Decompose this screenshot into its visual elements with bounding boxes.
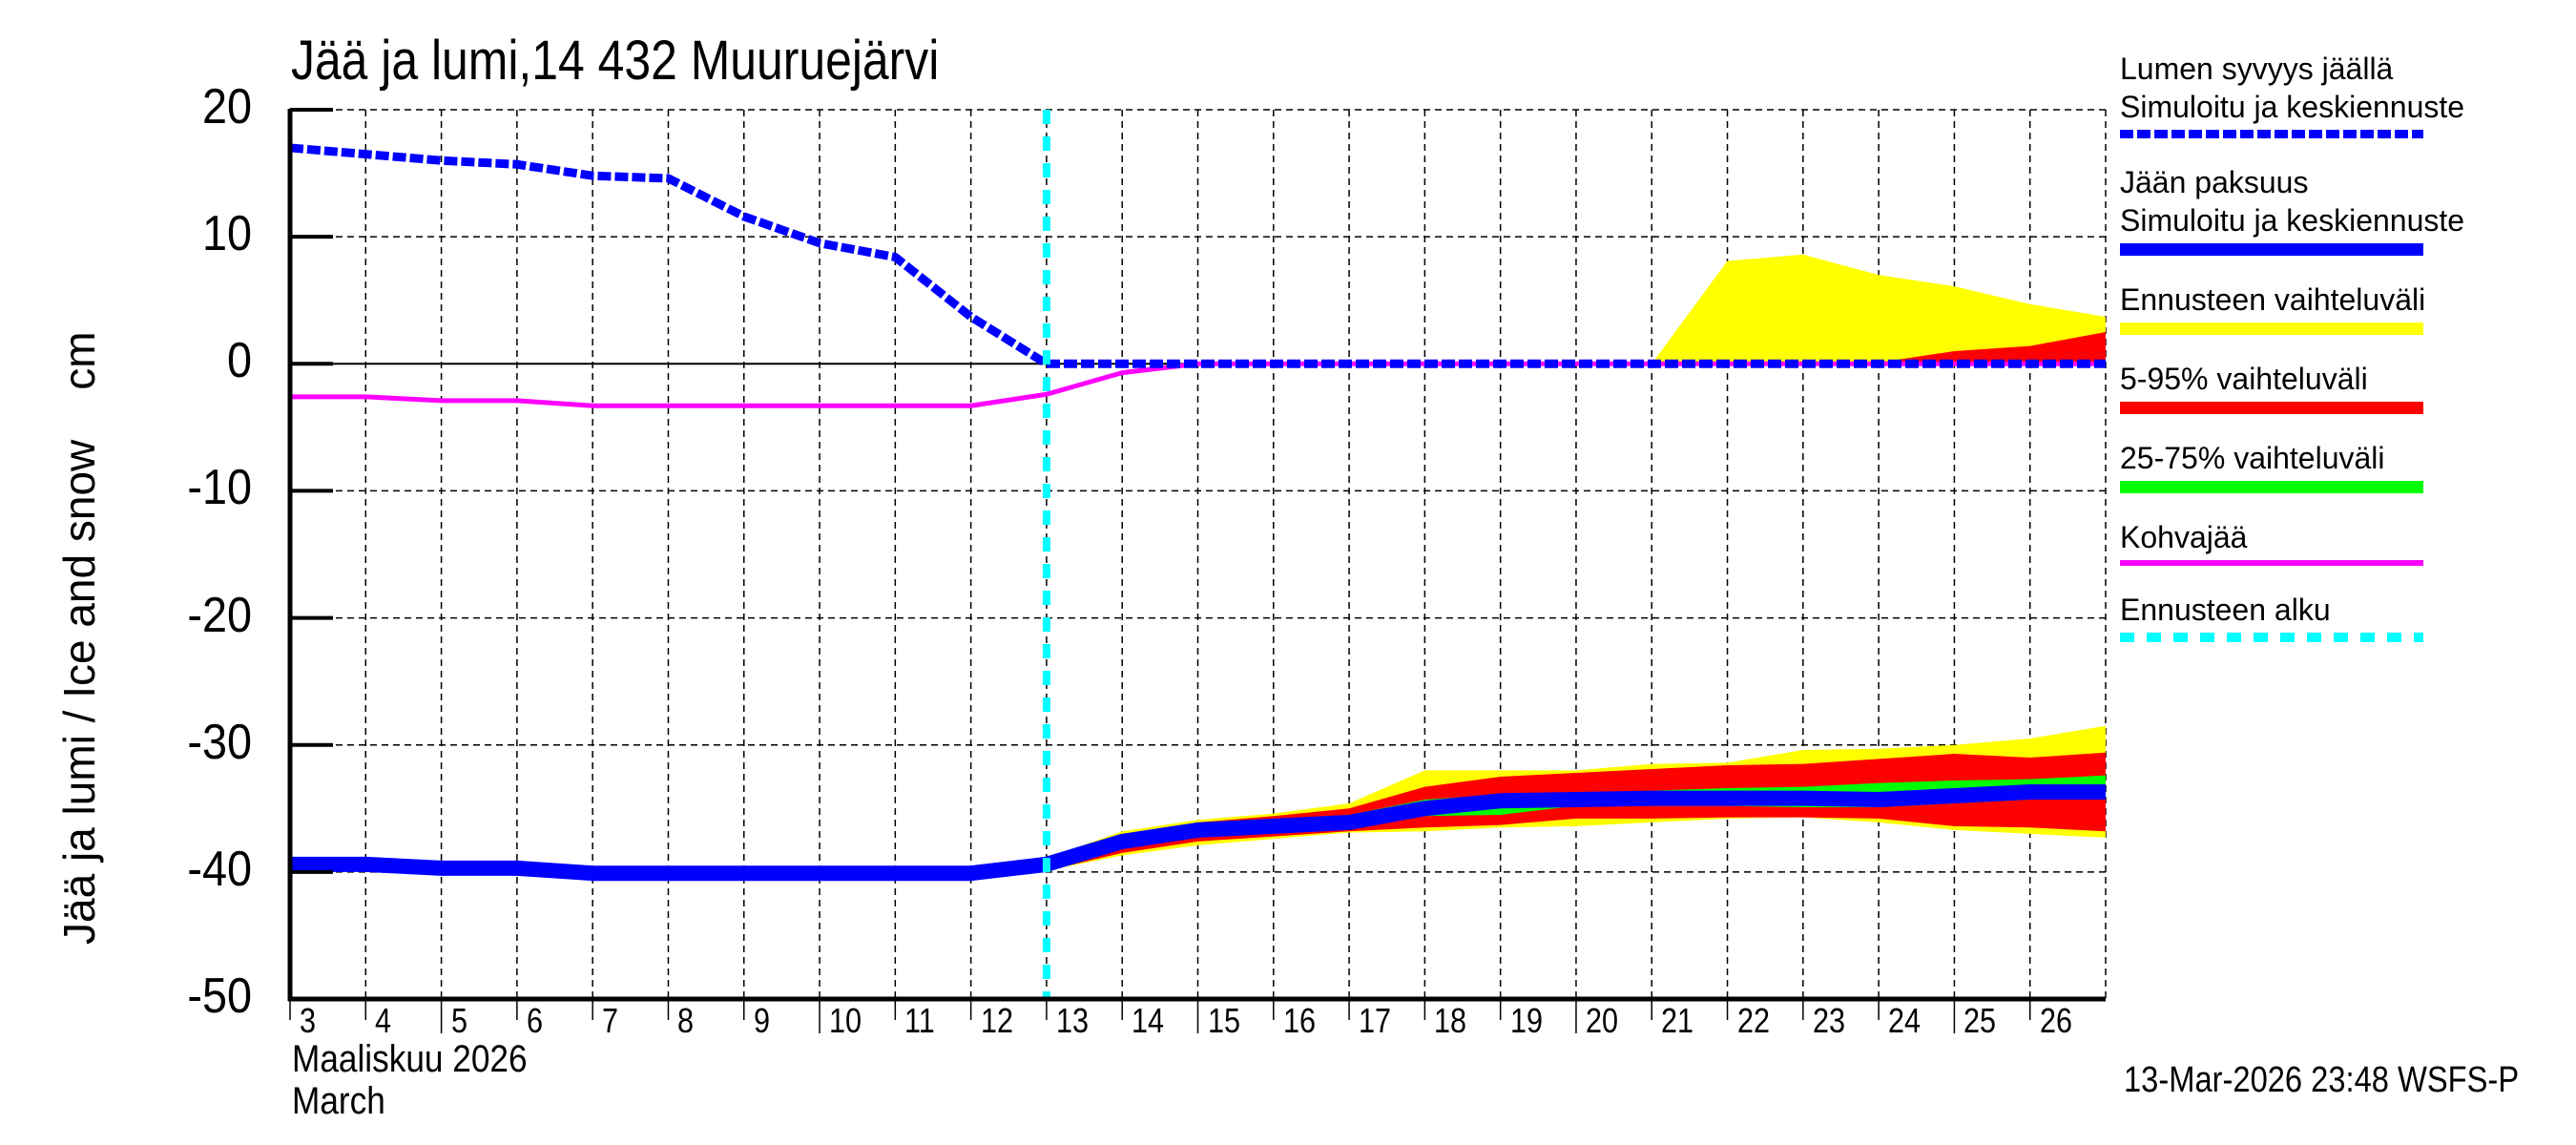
y-axis-unit: cm [54,331,104,390]
legend-sublabel: Simuloitu ja keskiennuste [2120,90,2465,124]
legend-swatch [2120,481,2423,493]
data-lines [289,110,2106,999]
x-tick-label: 22 [1736,1001,1770,1040]
x-tick-label: 9 [753,1001,770,1040]
y-axis-label: Jää ja lumi / Ice and snow cm [53,331,105,945]
y-tick-label: 20 [201,79,252,135]
x-tick-label: 4 [375,1001,392,1040]
x-tick-label: 13 [1055,1001,1089,1040]
legend-swatch [2120,633,2423,642]
legend-swatch [2120,323,2423,335]
legend-swatch [2120,402,2423,414]
legend-item: Kohvajää [2120,518,2568,566]
x-axis-month-en: March [292,1080,385,1122]
x-tick-label: 15 [1207,1001,1240,1040]
x-tick-label: 5 [450,1001,467,1040]
y-tick-label: -50 [187,968,252,1024]
axes [287,108,2106,1033]
timestamp: 13-Mar-2026 23:48 WSFS-P [2124,1060,2520,1100]
x-tick-label: 17 [1359,1001,1392,1040]
legend-label: Lumen syvyys jäällä [2120,52,2394,86]
x-tick-label: 19 [1509,1001,1543,1040]
x-tick-label: 23 [1812,1001,1845,1040]
y-tick-label: -40 [187,841,252,897]
x-tick-label: 11 [904,1001,936,1040]
legend-item: Jään paksuus Simuloitu ja keskiennuste [2120,163,2568,256]
ice-range-5-95-band [1046,752,2106,871]
legend-label: Kohvajää [2120,520,2248,554]
legend-label: Jään paksuus [2120,165,2309,199]
chart-title: Jää ja lumi,14 432 Muuruejärvi [291,30,940,92]
legend-label: Ennusteen alku [2120,593,2331,627]
x-tick-label: 16 [1282,1001,1316,1040]
x-tick-label: 25 [1963,1001,1997,1040]
x-tick-label: 12 [980,1001,1013,1040]
legend-label: 25-75% vaihteluväli [2120,441,2385,475]
legend-sublabel: Simuloitu ja keskiennuste [2120,203,2465,238]
x-tick-label: 26 [2039,1001,2072,1040]
x-tick-label: 3 [300,1001,317,1040]
y-axis-label-text: Jää ja lumi / Ice and snow [54,439,104,945]
legend-item: 25-75% vaihteluväli [2120,439,2568,493]
x-axis-month-fi: Maaliskuu 2026 [292,1038,528,1080]
ice-thickness-line [290,783,2106,882]
x-tick-label: 18 [1434,1001,1467,1040]
legend-label: 5-95% vaihteluväli [2120,362,2368,396]
y-tick-label: -20 [187,587,252,643]
x-tick-label: 24 [1888,1001,1922,1040]
y-tick-label: -10 [187,460,252,516]
snow-depth-line [289,143,2106,368]
x-tick-label: 21 [1661,1001,1694,1040]
x-tick-label: 14 [1132,1001,1165,1040]
legend-item: 5-95% vaihteluväli [2120,360,2568,414]
y-tick-label: -30 [187,714,252,770]
legend-swatch [2120,560,2423,566]
y-tick-label: 10 [201,206,252,262]
legend-item: Ennusteen vaihteluväli [2120,281,2568,335]
y-tick-label: 0 [226,333,252,389]
snow-range-full-band [1046,254,2106,364]
x-tick-label: 8 [677,1001,695,1040]
x-tick-label: 7 [602,1001,619,1040]
legend-item: Ennusteen alku [2120,591,2568,642]
legend-swatch [2120,243,2423,256]
legend-item: Lumen syvyys jäällä Simuloitu ja keskienn… [2120,50,2568,138]
legend-label: Ennusteen vaihteluväli [2120,282,2426,317]
chart-legend: Lumen syvyys jäällä Simuloitu ja keskienn… [2120,50,2568,667]
x-tick-label: 20 [1585,1001,1618,1040]
x-tick-label: 10 [829,1001,862,1040]
legend-swatch [2120,130,2423,138]
x-tick-label: 6 [526,1001,543,1040]
